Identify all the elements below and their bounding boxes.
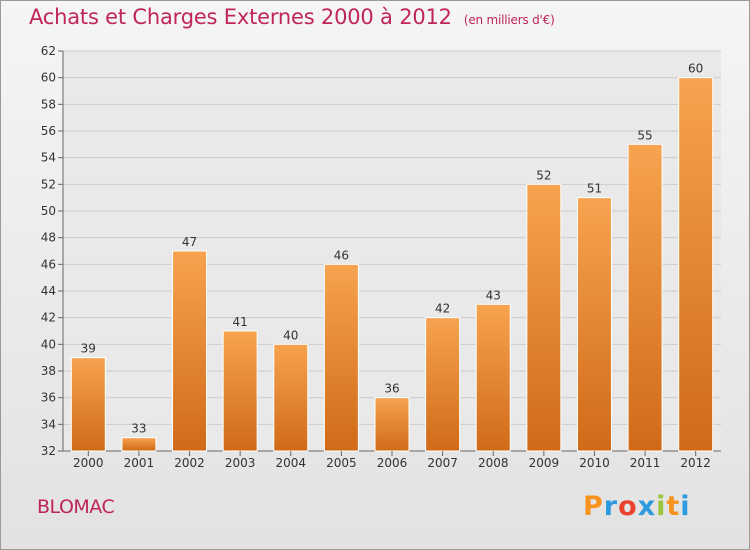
y-tick-label: 46 [41,257,56,271]
data-label: 39 [81,342,96,356]
x-tick-label: 2006 [377,456,408,470]
y-tick-label: 48 [41,231,56,245]
data-label: 51 [587,182,602,196]
logo-letter: P [583,491,604,522]
y-tick-label: 58 [41,97,56,111]
x-tick-label: 2012 [680,456,711,470]
logo-letter: o [618,491,638,522]
x-tick-label: 2001 [124,456,155,470]
chart-title-text: Achats et Charges Externes 2000 à 2012 [29,5,452,29]
bar [576,197,612,452]
bar [273,343,309,452]
logo-letter: i [680,491,691,522]
logo-letter: t [666,491,681,522]
bar [475,303,511,452]
x-tick-label: 2007 [427,456,458,470]
x-tick-label: 2005 [326,456,357,470]
y-tick-label: 32 [41,444,56,458]
y-tick-label: 52 [41,177,56,191]
data-label: 40 [283,328,298,342]
data-label: 46 [334,248,349,262]
bar [374,397,410,452]
bar [70,357,106,452]
data-label: 33 [131,422,146,436]
chart-unit: (en milliers d'€) [463,13,555,27]
data-label: 43 [486,288,501,302]
proxiti-logo: Proxiti [583,491,691,522]
bar [425,317,461,452]
data-label: 41 [233,315,248,329]
data-label: 60 [688,62,703,76]
bar [678,77,714,452]
data-label: 47 [182,235,197,249]
y-tick-label: 34 [41,417,56,431]
x-tick-label: 2003 [225,456,256,470]
commune-name: BLOMAC [37,496,115,518]
y-tick-label: 62 [41,44,56,58]
bar [172,250,208,452]
data-label: 55 [637,128,652,142]
bar [323,263,359,452]
x-tick-label: 2011 [630,456,661,470]
bar [627,143,663,452]
logo-letter: x [637,491,657,522]
x-tick-label: 2002 [174,456,205,470]
x-tick-label: 2008 [478,456,509,470]
bar [121,437,157,452]
y-tick-label: 54 [41,151,56,165]
bar [222,330,258,452]
logo-letter: i [656,491,667,522]
data-label: 36 [384,382,399,396]
x-tick-label: 2010 [579,456,610,470]
data-label: 52 [536,168,551,182]
y-tick-label: 38 [41,364,56,378]
y-tick-label: 40 [41,337,56,351]
chart-title: Achats et Charges Externes 2000 à 2012 (e… [29,5,555,29]
y-tick-label: 36 [41,391,56,405]
x-tick-label: 2000 [73,456,104,470]
x-tick-label: 2004 [275,456,306,470]
y-tick-label: 56 [41,124,56,138]
x-tick-label: 2009 [529,456,560,470]
y-tick-label: 60 [41,71,56,85]
y-tick-label: 44 [41,284,56,298]
logo-letter: r [603,491,619,522]
y-tick-label: 42 [41,311,56,325]
data-label: 42 [435,302,450,316]
bar [526,183,562,452]
y-tick-label: 50 [41,204,56,218]
